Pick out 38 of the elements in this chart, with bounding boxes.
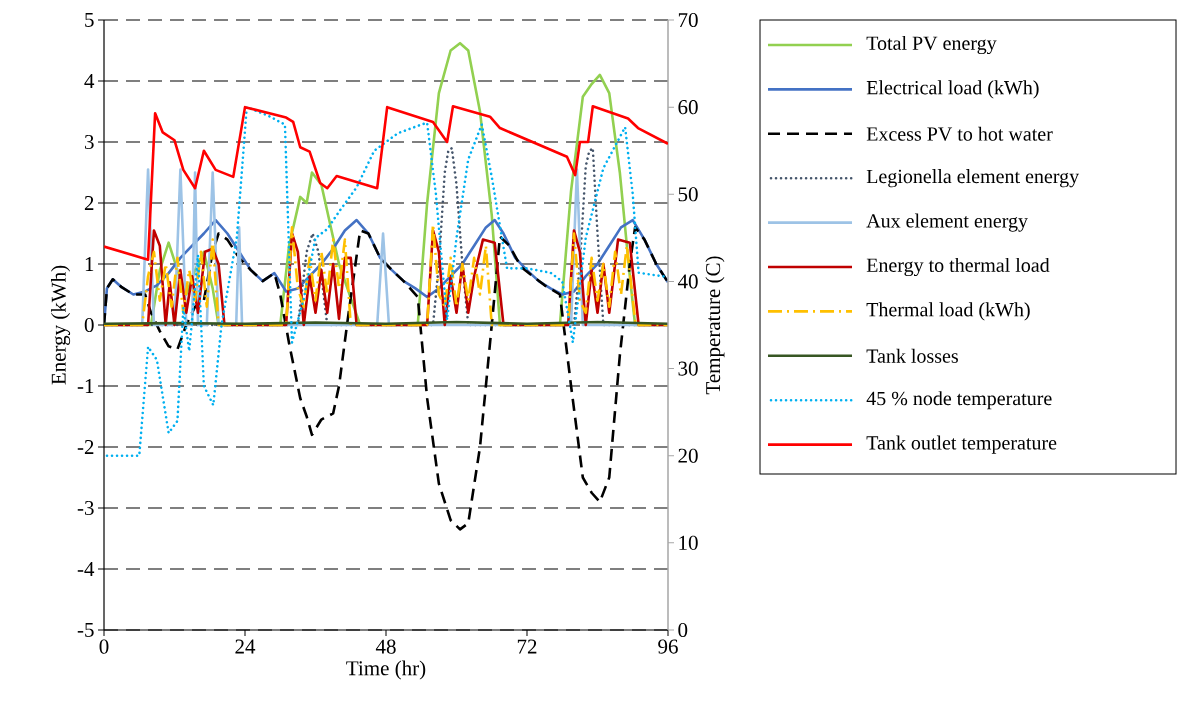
line-series (104, 104, 668, 261)
y-tick-label: -5 (77, 623, 94, 637)
y2-tick-label: 30 (678, 361, 698, 376)
y-tick-label: 4 (84, 74, 95, 88)
y-tick-label: -3 (77, 500, 94, 516)
y-tick-label: -1 (77, 379, 94, 393)
y2-tick-label: 60 (678, 100, 698, 115)
legend-label: Thermal load (kWh) (866, 302, 1030, 321)
legend-label: Total PV energy (866, 35, 997, 55)
y2-axis-title: Temperature (C) (705, 256, 725, 395)
y-tick-label: -4 (77, 562, 95, 576)
y-tick-label: 2 (84, 196, 94, 210)
y-tick-label: -2 (77, 440, 94, 454)
y2-tick-label: 20 (678, 448, 698, 463)
y-tick-label: 5 (85, 13, 94, 27)
legend-label: Excess PV to hot water (866, 126, 1053, 141)
y2-tick-label: 10 (679, 535, 698, 550)
x-tick-label: 24 (235, 639, 256, 654)
legend-label: Legionella element energy (866, 169, 1080, 188)
x-tick-label: 72 (517, 639, 537, 654)
y2-tick-label: 0 (678, 622, 688, 638)
y-tick-label: 0 (84, 317, 94, 333)
y-tick-label: 1 (85, 257, 94, 271)
y2-tick-label: 50 (678, 187, 698, 202)
y-tick-label: 3 (84, 134, 94, 150)
x-tick-label: 0 (99, 639, 109, 654)
legend-label: Aux element energy (866, 213, 1028, 232)
legend-label: Energy to thermal load (866, 257, 1050, 277)
legend-label: Tank losses (866, 348, 958, 363)
legend-label: 45 % node temperature (866, 391, 1052, 410)
x-axis-title: Time (hr) (346, 660, 426, 680)
y-axis-title: Energy (kWh) (51, 265, 71, 385)
y2-tick-label: 40 (677, 274, 698, 289)
x-tick-label: 48 (375, 639, 396, 654)
x-tick-label: 96 (658, 639, 678, 654)
y2-tick-label: 70 (678, 12, 698, 28)
legend-label: Electrical load (kWh) (866, 80, 1039, 99)
legend-label: Tank outlet temperature (866, 435, 1057, 454)
